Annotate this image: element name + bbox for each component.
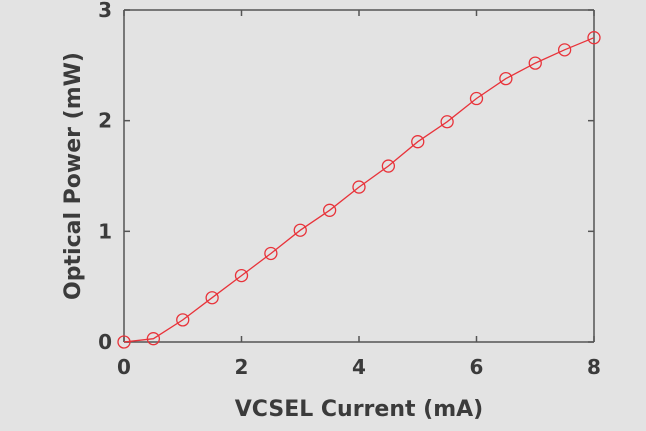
x-tick-label: 4: [352, 355, 366, 379]
data-point: [587, 31, 601, 45]
y-tick-label: 1: [98, 219, 112, 243]
y-tick-label: 2: [98, 109, 112, 133]
data-point: [293, 223, 307, 237]
data-point: [264, 246, 278, 261]
axes: 0 2 4 6 8 0 1 2 3: [98, 0, 601, 379]
x-tick-label: 6: [470, 355, 484, 379]
data-point: [234, 268, 249, 283]
x-tick-label: 8: [587, 355, 601, 379]
data-point: [381, 159, 396, 173]
x-tick-label: 2: [235, 355, 249, 379]
data-point: [499, 71, 513, 86]
y-axis-title: Optical Power (mW): [61, 52, 86, 300]
x-tick-label: 0: [117, 355, 131, 379]
data-point: [469, 91, 484, 106]
data-point: [528, 56, 542, 70]
data-point: [352, 180, 366, 194]
data-point: [176, 313, 190, 327]
data-point: [205, 291, 219, 305]
data-point: [440, 115, 454, 129]
labels: VCSEL Current (mA) Optical Power (mW): [61, 52, 483, 422]
series-layer: [117, 31, 601, 349]
x-axis-title: VCSEL Current (mA): [235, 397, 483, 422]
data-point: [411, 135, 425, 149]
series-line: [123, 37, 595, 343]
data-point: [557, 43, 572, 57]
data-point: [146, 332, 161, 346]
y-tick-label: 0: [98, 330, 112, 354]
data-point: [322, 203, 337, 217]
y-tick-label: 3: [98, 0, 112, 22]
data-point: [117, 335, 131, 349]
